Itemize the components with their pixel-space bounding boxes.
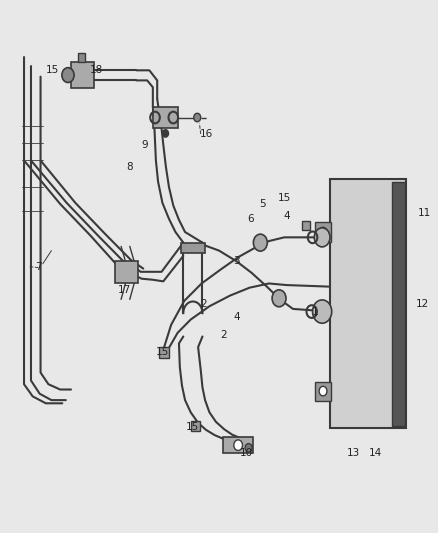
Circle shape — [245, 443, 252, 452]
Text: 11: 11 — [418, 208, 431, 219]
Text: 12: 12 — [416, 298, 429, 309]
Circle shape — [313, 300, 332, 323]
Circle shape — [319, 386, 327, 396]
Bar — [223, 437, 253, 453]
Text: 15: 15 — [156, 348, 169, 358]
Circle shape — [162, 130, 169, 137]
Circle shape — [319, 227, 327, 237]
Text: 18: 18 — [90, 66, 103, 75]
Text: 16: 16 — [200, 129, 213, 139]
Text: 6: 6 — [247, 214, 254, 224]
Bar — [302, 221, 311, 230]
Bar — [330, 179, 406, 428]
Bar — [181, 243, 205, 253]
Text: 4: 4 — [233, 312, 240, 322]
Circle shape — [253, 234, 267, 251]
Bar — [315, 382, 331, 401]
Text: 2: 2 — [201, 298, 207, 309]
Circle shape — [272, 290, 286, 307]
Text: 17: 17 — [117, 285, 131, 295]
Circle shape — [314, 228, 330, 247]
Bar — [315, 222, 331, 241]
Text: 15: 15 — [186, 422, 200, 432]
Text: 15: 15 — [278, 192, 291, 203]
Bar — [159, 347, 170, 358]
Bar — [191, 421, 200, 431]
Text: 5: 5 — [259, 199, 266, 209]
Text: 4: 4 — [283, 211, 290, 221]
Text: 7: 7 — [35, 262, 42, 271]
Text: 10: 10 — [240, 448, 253, 458]
Circle shape — [62, 68, 74, 83]
Circle shape — [234, 440, 243, 450]
Text: 2: 2 — [220, 330, 226, 341]
Bar — [392, 182, 405, 425]
Text: 14: 14 — [369, 448, 382, 458]
Bar — [78, 53, 85, 62]
Text: 1: 1 — [311, 306, 318, 317]
Circle shape — [194, 114, 201, 122]
Text: 3: 3 — [233, 256, 240, 266]
Text: 13: 13 — [346, 448, 360, 458]
Text: 15: 15 — [46, 66, 60, 75]
Bar — [153, 107, 178, 128]
Bar — [71, 62, 94, 88]
Text: 8: 8 — [127, 162, 133, 172]
Text: 9: 9 — [142, 140, 148, 150]
Bar — [115, 261, 138, 284]
